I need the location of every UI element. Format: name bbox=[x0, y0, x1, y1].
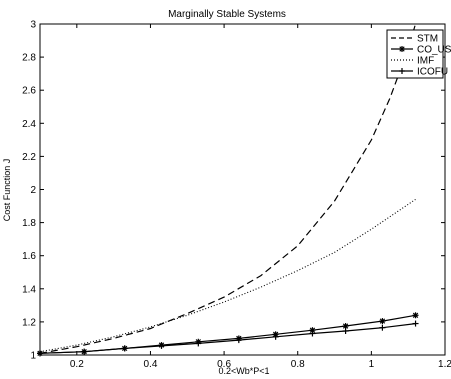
y-axis: 1 1.2 1.4 1.6 1.8 2 2.2 2.4 2.6 2.8 3 bbox=[22, 20, 445, 362]
chart-title: Marginally Stable Systems bbox=[168, 9, 286, 20]
series-point-icofu bbox=[81, 348, 88, 355]
y-tick-label: 1.6 bbox=[22, 251, 36, 262]
series-point-icofu bbox=[379, 324, 386, 331]
x-axis: 0.2 0.4 0.6 0.8 1 1.2 bbox=[70, 24, 451, 370]
y-tick-label: 2.4 bbox=[22, 119, 36, 130]
legend-label: IMF bbox=[417, 56, 434, 67]
series-point-icofu bbox=[121, 345, 128, 352]
series-layer bbox=[37, 23, 419, 357]
x-tick-label: 0.6 bbox=[217, 359, 231, 370]
y-tick-label: 2.8 bbox=[22, 53, 36, 64]
series-line-imf bbox=[39, 198, 416, 353]
y-tick-label: 1 bbox=[30, 351, 36, 362]
series-line-stm bbox=[39, 23, 417, 354]
x-axis-label: 0.2<Wb*P<1 bbox=[218, 366, 269, 376]
y-tick-label: 1.2 bbox=[22, 317, 36, 328]
series-line-icofu bbox=[39, 323, 416, 354]
y-axis-label: Cost Function J bbox=[2, 159, 12, 222]
y-tick-label: 2.6 bbox=[22, 86, 36, 97]
x-tick-label: 0.8 bbox=[291, 359, 305, 370]
legend-label: ICOFU bbox=[417, 67, 448, 78]
series-point-co-us bbox=[412, 312, 419, 319]
y-tick-label: 1.8 bbox=[22, 218, 36, 229]
x-tick-label: 0.2 bbox=[70, 359, 84, 370]
y-tick-label: 3 bbox=[30, 20, 36, 31]
series-point-icofu bbox=[342, 328, 349, 335]
x-tick-label: 1.2 bbox=[438, 359, 451, 370]
series-point-co-us bbox=[379, 318, 386, 325]
y-tick-label: 1.4 bbox=[22, 284, 36, 295]
x-tick-label: 1 bbox=[369, 359, 375, 370]
series-point-icofu bbox=[272, 333, 279, 340]
series-point-icofu bbox=[412, 320, 419, 327]
y-tick-label: 2.2 bbox=[22, 152, 36, 163]
series-point-co-us bbox=[309, 327, 316, 334]
legend-box bbox=[386, 29, 444, 79]
series-point-icofu bbox=[235, 337, 242, 344]
y-tick-label: 2 bbox=[30, 185, 36, 196]
series-line-co-us bbox=[39, 314, 416, 354]
legend-label: STM bbox=[417, 34, 438, 45]
series-point-icofu bbox=[195, 340, 202, 347]
legend-marker bbox=[399, 46, 405, 52]
x-tick-label: 0.4 bbox=[144, 359, 158, 370]
legend-label: CO_US bbox=[417, 45, 451, 56]
plot-frame bbox=[39, 23, 446, 356]
legend-marker bbox=[399, 68, 405, 74]
series-point-icofu bbox=[158, 342, 165, 349]
series-point-icofu bbox=[37, 350, 43, 357]
series-point-icofu bbox=[309, 330, 316, 337]
